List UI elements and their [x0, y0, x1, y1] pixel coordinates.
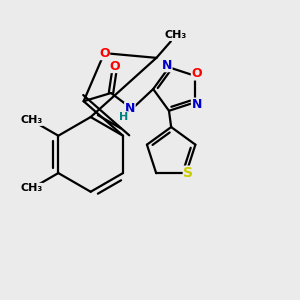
- Text: S: S: [183, 166, 193, 180]
- Text: H: H: [119, 112, 128, 122]
- Text: O: O: [99, 46, 110, 60]
- Text: CH₃: CH₃: [165, 30, 187, 40]
- Text: N: N: [125, 102, 135, 115]
- Text: O: O: [191, 67, 202, 80]
- Text: O: O: [109, 59, 120, 73]
- Text: CH₃: CH₃: [21, 115, 43, 125]
- Text: N: N: [191, 98, 202, 111]
- Text: CH₃: CH₃: [21, 184, 43, 194]
- Text: N: N: [162, 58, 172, 72]
